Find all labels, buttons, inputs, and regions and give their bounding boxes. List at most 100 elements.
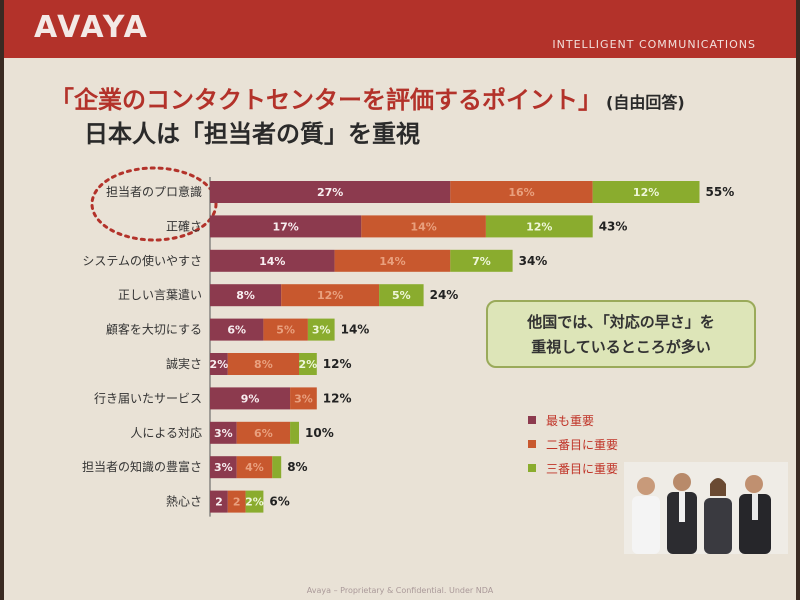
- legend-swatch: [528, 416, 536, 424]
- slide: AVAYA INTELLIGENT COMMUNICATIONS 「企業のコンタ…: [4, 0, 796, 600]
- bar-value-label: 14%: [379, 255, 405, 268]
- bar-total-label: 10%: [305, 426, 334, 440]
- bar-segment: [290, 387, 317, 410]
- bar-value-label: 6%: [227, 324, 246, 337]
- bar-segment: [210, 387, 291, 410]
- bar-value-label: 9%: [241, 392, 260, 405]
- bar-value-label: 3%: [214, 427, 233, 440]
- bar-segment: [210, 181, 451, 203]
- bar-segment: [263, 318, 308, 341]
- bar-value-label: 7%: [472, 255, 491, 268]
- category-label: 行き届いたサービス: [94, 391, 202, 405]
- legend-label: 二番目に重要: [546, 437, 619, 452]
- callout-line-1: 他国では、「対応の早さ」を: [527, 313, 715, 331]
- bar-total-label: 12%: [323, 391, 352, 405]
- bar-segment: [334, 249, 451, 272]
- bar-segment: [210, 284, 282, 307]
- bar-value-label: 6%: [254, 427, 273, 440]
- legend-label: 三番目に重要: [546, 461, 619, 476]
- category-label: 正確さ: [166, 218, 202, 233]
- bar-segment: [361, 215, 486, 238]
- header-bar: AVAYA INTELLIGENT COMMUNICATIONS: [4, 0, 796, 58]
- legend-swatch: [528, 440, 536, 448]
- bar-value-label: 8%: [254, 358, 273, 371]
- bar-total-label: 43%: [599, 219, 628, 233]
- bar-value-label: 8%: [236, 289, 255, 302]
- bar-value-label: 12%: [526, 220, 552, 233]
- bar-segment: [210, 318, 264, 341]
- highlight-ellipse: [90, 166, 218, 242]
- bar-total-label: 34%: [519, 254, 548, 268]
- bar-value-label: 14%: [410, 220, 436, 233]
- bar-segment: [592, 181, 700, 203]
- bar-segment: [307, 318, 335, 341]
- bar-value-label: 4%: [245, 461, 264, 474]
- bar-value-label: 2: [215, 496, 223, 509]
- tagline: INTELLIGENT COMMUNICATIONS: [552, 38, 756, 51]
- category-label: 誠実さ: [166, 356, 202, 371]
- bar-segment: [227, 490, 246, 513]
- legend-item: 最も重要: [528, 408, 618, 432]
- category-label: 担当者のプロ意識: [106, 184, 202, 199]
- category-label: 熱心さ: [166, 495, 202, 509]
- bar-segment: [210, 353, 228, 375]
- bar-segment: [210, 249, 335, 272]
- bar-value-label: 5%: [392, 289, 411, 302]
- bar-segment: [450, 181, 593, 203]
- legend-label: 最も重要: [546, 413, 595, 428]
- bar-value-label: 2%: [210, 358, 229, 371]
- bar-total-label: 55%: [706, 185, 735, 199]
- legend: 最も重要二番目に重要 三番目に重要: [528, 408, 618, 480]
- title-line-1: 「企業のコンタクトセンターを評価するポイント」 (自由回答): [50, 80, 685, 115]
- bar-total-label: 8%: [287, 460, 307, 474]
- bar-segment: [272, 456, 282, 479]
- bar-segment: [290, 421, 299, 444]
- legend-swatch: [528, 464, 536, 472]
- bar-value-label: 27%: [317, 186, 343, 199]
- legend-item: 三番目に重要: [528, 456, 618, 480]
- bar-value-label: 5%: [276, 324, 295, 337]
- bar-value-label: 16%: [508, 186, 534, 199]
- bar-segment: [210, 421, 237, 444]
- bar-value-label: 3%: [294, 392, 313, 405]
- category-label: 顧客を大切にする: [106, 322, 202, 337]
- bar-segment: [236, 456, 273, 479]
- category-label: 正しい言葉遣い: [118, 287, 202, 302]
- bar-segment: [227, 353, 299, 375]
- bar-total-label: 14%: [341, 323, 370, 337]
- title-note: (自由回答): [606, 93, 685, 112]
- bar-segment: [210, 490, 228, 513]
- legend-item: 二番目に重要: [528, 432, 618, 456]
- bar-value-label: 3%: [312, 324, 331, 337]
- bar-value-label: 17%: [272, 220, 298, 233]
- bar-segment: [299, 353, 317, 375]
- callout-box: 他国では、「対応の早さ」を 重視しているところが多い: [486, 300, 756, 368]
- title-line-2: 日本人は「担当者の質」を重視: [84, 120, 420, 148]
- bar-value-label: 12%: [317, 289, 343, 302]
- category-label: 人による対応: [130, 426, 202, 440]
- bar-segment: [210, 215, 362, 238]
- bar-value-label: 2: [233, 496, 241, 509]
- footer-note: Avaya – Proprietary & Confidential. Unde…: [306, 586, 494, 595]
- bar-segment: [281, 284, 380, 307]
- bar-segment: [379, 284, 424, 307]
- bar-segment: [236, 421, 291, 444]
- category-label: 担当者の知識の豊富さ: [82, 459, 202, 474]
- bar-total-label: 6%: [269, 495, 289, 509]
- business-people-photo: [624, 462, 788, 554]
- bar-total-label: 12%: [323, 357, 352, 371]
- bar-value-label: 2%: [299, 358, 318, 371]
- category-label: システムの使いやすさ: [82, 253, 202, 268]
- bar-value-label: 3%: [214, 461, 233, 474]
- bar-segment: [210, 456, 237, 479]
- bar-segment: [450, 249, 513, 272]
- bar-value-label: 2%: [245, 496, 264, 509]
- title-main: 「企業のコンタクトセンターを評価するポイント」: [50, 86, 602, 114]
- callout-line-2: 重視しているところが多い: [531, 338, 711, 356]
- bar-value-label: 14%: [259, 255, 285, 268]
- bar-value-label: 12%: [633, 186, 659, 199]
- bar-segment: [485, 215, 593, 238]
- bar-total-label: 24%: [430, 288, 459, 302]
- bar-segment: [245, 490, 264, 513]
- avaya-logo: AVAYA: [34, 10, 149, 45]
